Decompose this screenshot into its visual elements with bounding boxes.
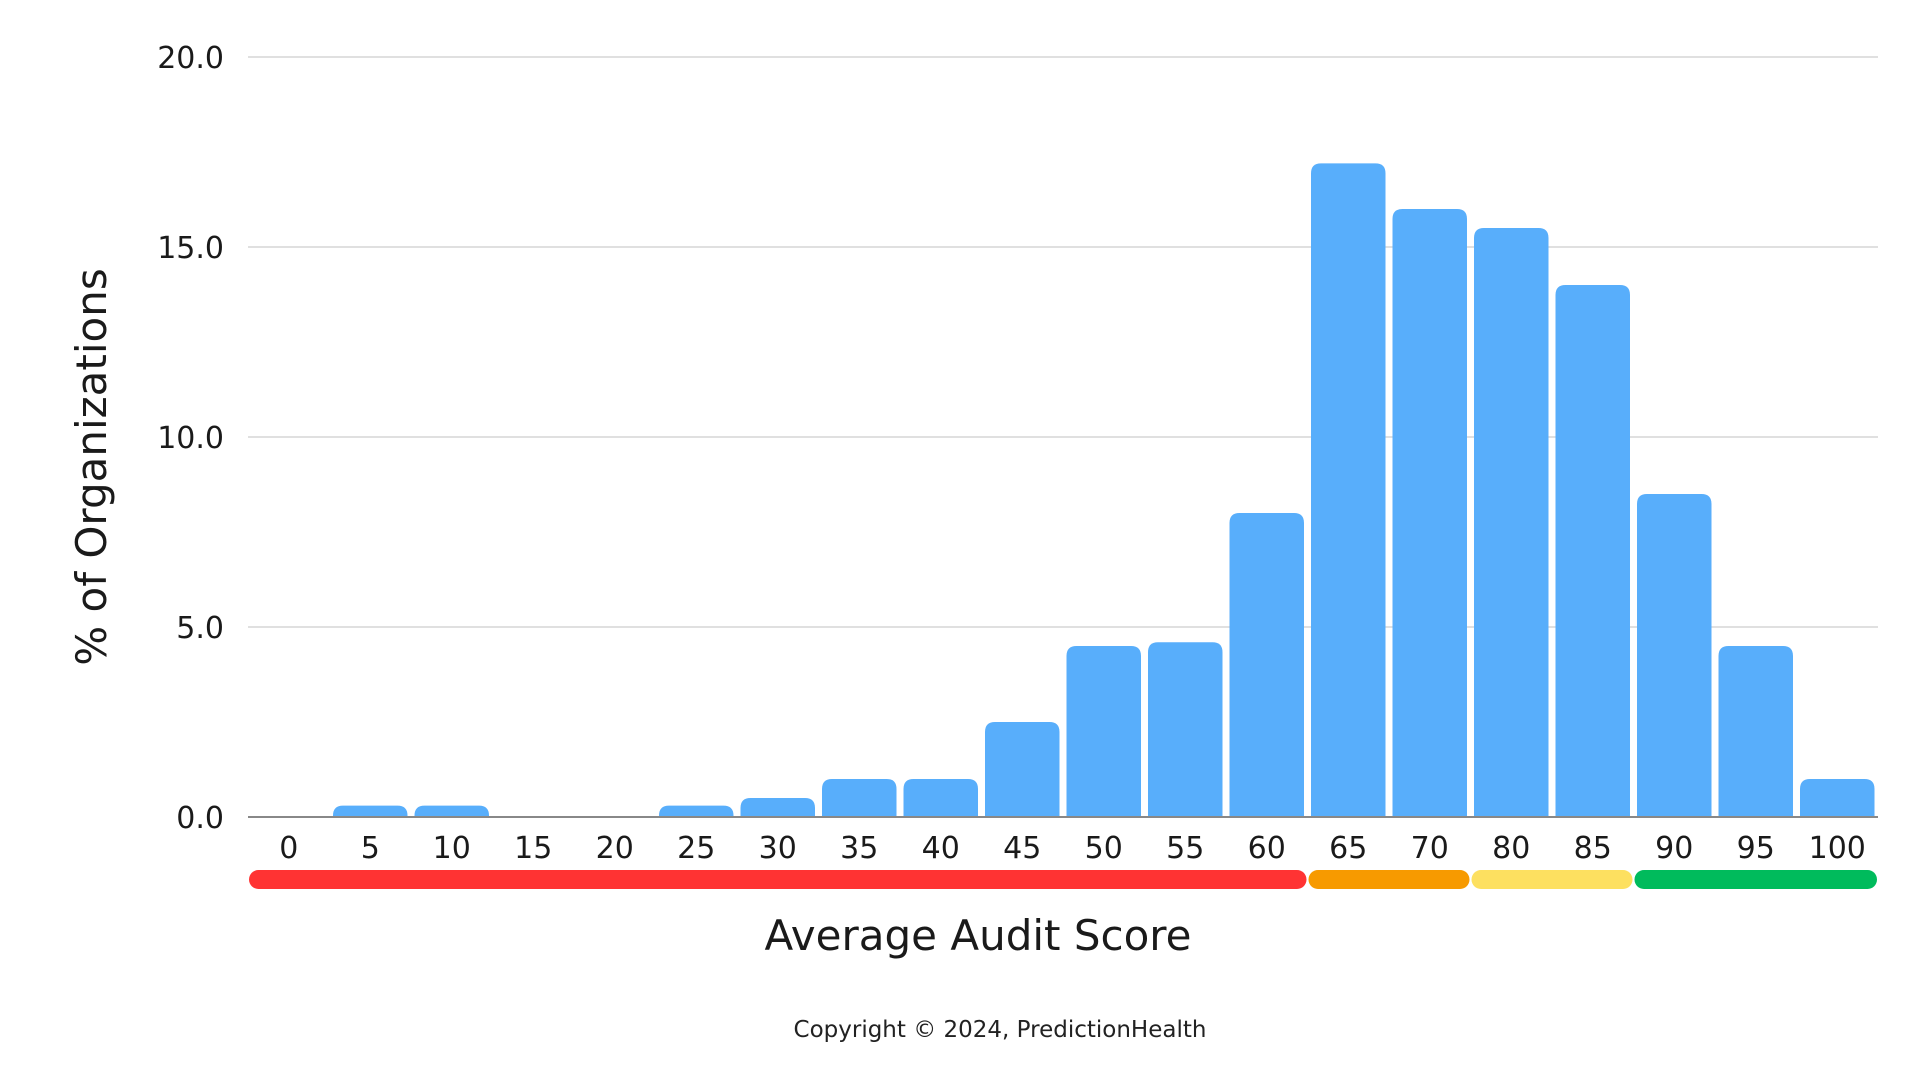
x-tick-label: 45 [1003,831,1041,866]
x-tick-label: 0 [279,831,298,866]
bar [985,722,1060,817]
x-tick-label: 80 [1492,831,1530,866]
copyright-notice: Copyright © 2024, PredictionHealth [794,1017,1207,1043]
bar [333,805,408,817]
bar [659,805,734,817]
x-tick-label: 95 [1737,831,1775,866]
y-tick-label: 5.0 [176,611,224,646]
bar [1066,646,1141,817]
score-band [1471,870,1633,889]
bar [1474,228,1549,817]
x-tick-label: 65 [1329,831,1367,866]
x-tick-label: 5 [361,831,380,866]
score-bands [249,870,1877,889]
x-tick-labels: 0 5 10 15 20 25 30 35 40 45 50 55 60 65 70 80 85 90 95 100 [279,831,1866,866]
x-tick-label: 15 [514,831,552,866]
bars [333,163,1875,817]
bar [1555,285,1630,817]
x-tick-label: 100 [1809,831,1866,866]
bar [1718,646,1793,817]
x-axis-title: Average Audit Score [765,911,1192,960]
x-tick-label: 90 [1655,831,1693,866]
score-band [1308,870,1470,889]
bar [1311,163,1386,817]
y-tick-label: 20.0 [157,41,224,76]
bar [1229,513,1304,817]
y-tick-label: 0.0 [176,801,224,836]
bar [822,779,897,817]
x-tick-label: 70 [1411,831,1449,866]
x-tick-label: 35 [840,831,878,866]
gridlines [248,56,1878,628]
score-band [1634,870,1877,889]
x-tick-label: 30 [759,831,797,866]
x-tick-label: 85 [1574,831,1612,866]
x-tick-label: 10 [433,831,471,866]
x-tick-label: 55 [1166,831,1204,866]
x-tick-label: 40 [922,831,960,866]
bar [903,779,978,817]
y-tick-labels: 0.0 5.0 10.0 15.0 20.0 [157,41,224,836]
bar [1800,779,1875,817]
y-tick-label: 15.0 [157,231,224,266]
bar [740,798,815,817]
bar [414,805,489,817]
x-tick-label: 25 [677,831,715,866]
x-tick-label: 20 [596,831,634,866]
y-tick-label: 10.0 [157,421,224,456]
bar [1637,494,1712,817]
x-tick-label: 60 [1248,831,1286,866]
bar [1148,642,1223,817]
y-axis-title: % of Organizations [67,268,116,665]
score-band [249,870,1307,889]
bar [1392,209,1467,817]
x-tick-label: 50 [1085,831,1123,866]
